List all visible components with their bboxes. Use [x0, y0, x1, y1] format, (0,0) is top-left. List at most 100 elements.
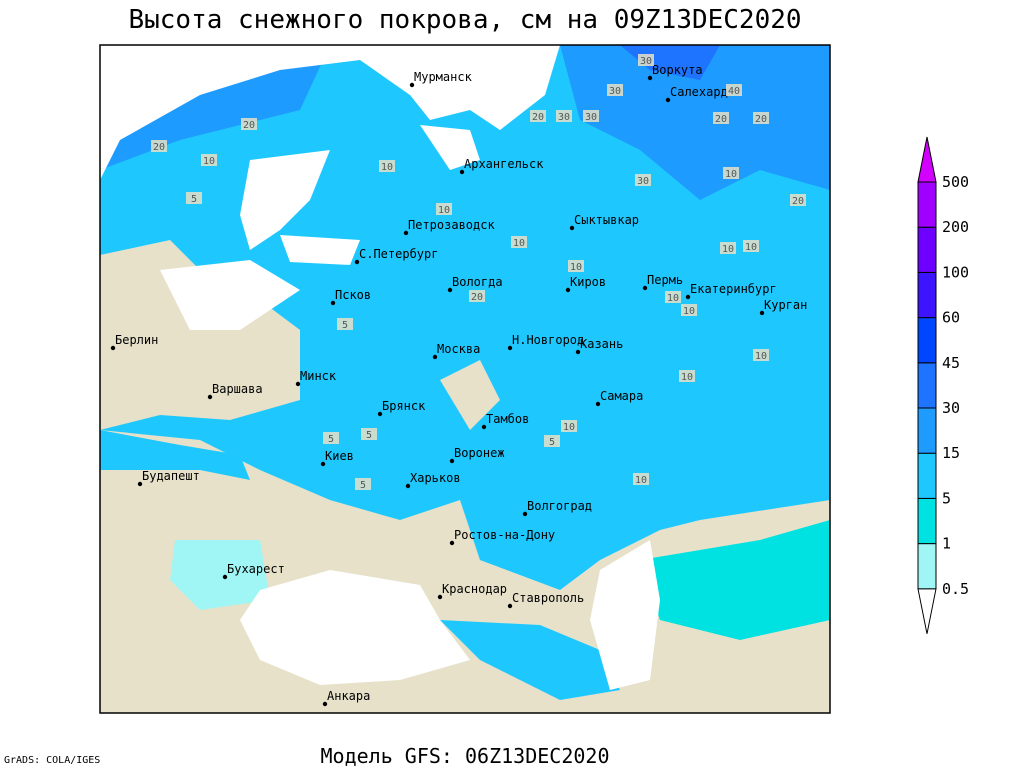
city-label: Харьков	[410, 471, 461, 485]
city-dot	[405, 483, 411, 489]
contour-label-box	[201, 154, 217, 166]
contour-label-box	[561, 420, 577, 432]
city-dot	[759, 310, 765, 316]
city-dot	[565, 287, 571, 293]
map-frame	[99, 44, 831, 714]
city-dot	[595, 401, 601, 407]
city-label: Будапешт	[142, 469, 200, 483]
contour-label: 10	[570, 262, 582, 273]
contour-label-layer: 30 30 40 20 20 30 30 20 20 20 10 30 10 10 20 10 5 10 20 10 1…	[151, 54, 806, 491]
city-label: Варшава	[212, 382, 263, 396]
contour-label-box	[436, 203, 452, 215]
legend-swatch	[917, 181, 937, 228]
legend-swatch	[917, 452, 937, 499]
contour-label: 20	[471, 292, 483, 303]
city-dot	[507, 345, 513, 351]
contour-label: 5	[342, 320, 348, 331]
contour-label-box	[556, 110, 572, 122]
city-dot	[354, 259, 360, 265]
contour-label-box	[511, 236, 527, 248]
contour-label-box	[583, 110, 599, 122]
legend-label: 60	[942, 309, 960, 327]
city-label: Воронеж	[454, 446, 505, 460]
contour-label-box	[743, 240, 759, 252]
contour-label-box	[665, 291, 681, 303]
city-dot	[685, 294, 691, 300]
contour-label: 40	[728, 86, 740, 97]
contour-label-box	[337, 318, 353, 330]
legend-swatch	[917, 136, 937, 183]
city-label: Н.Новгород	[512, 333, 584, 347]
city-dot	[320, 461, 326, 467]
contour-label: 10	[635, 475, 647, 486]
contour-label: 20	[243, 120, 255, 131]
contour-label-box	[355, 478, 371, 490]
contour-label: 10	[667, 293, 679, 304]
contour-label-box	[323, 432, 339, 444]
contour-label-box	[469, 290, 485, 302]
city-label: Сыктывкар	[574, 213, 639, 227]
legend-label: 0.5	[942, 580, 969, 598]
city-label: Бухарест	[227, 562, 285, 576]
contour-label-box	[753, 349, 769, 361]
city-label: Тамбов	[486, 412, 529, 426]
contour-label-box	[681, 304, 697, 316]
contour-label-box	[530, 110, 546, 122]
legend-swatch	[917, 588, 937, 634]
contour-label: 10	[438, 205, 450, 216]
model-footer: Модель GFS: 06Z13DEC2020	[321, 744, 610, 768]
contour-label: 5	[328, 434, 334, 445]
legend-swatch	[917, 543, 937, 590]
contour-label-box	[607, 84, 623, 96]
contour-label-box	[151, 140, 167, 152]
city-label: Москва	[437, 342, 480, 356]
legend-label: 15	[942, 444, 960, 462]
contour-label-box	[679, 370, 695, 382]
contour-label: 20	[715, 114, 727, 125]
contour-label: 30	[637, 176, 649, 187]
city-label: Мурманск	[414, 70, 473, 84]
legend-label: 1	[942, 535, 951, 553]
contour-label: 5	[360, 480, 366, 491]
contour-label: 10	[513, 238, 525, 249]
legend-label: 30	[942, 399, 960, 417]
contour-label: 10	[381, 162, 393, 173]
contour-label: 10	[755, 351, 767, 362]
contour-label-box	[635, 174, 651, 186]
contour-label: 30	[640, 56, 652, 67]
city-dot	[330, 300, 336, 306]
city-dot	[110, 345, 116, 351]
contour-label: 10	[681, 372, 693, 383]
city-dot	[432, 354, 438, 360]
city-label: Волгоград	[527, 499, 592, 513]
city-label: Вологда	[452, 275, 503, 289]
contour-label: 10	[563, 422, 575, 433]
contour-label: 10	[725, 169, 737, 180]
contour-label: 10	[683, 306, 695, 317]
city-label: Анкара	[327, 689, 370, 703]
city-dot	[207, 394, 213, 400]
legend-swatch	[917, 271, 937, 319]
city-dot	[459, 169, 465, 175]
contour-label: 5	[549, 437, 555, 448]
contour-label-box	[568, 260, 584, 272]
map-title: Высота снежного покрова, см на 09Z13DEC2…	[128, 5, 801, 35]
contour-label-box	[720, 242, 736, 254]
city-dot	[642, 285, 648, 291]
city-label: С.Петербург	[359, 247, 438, 261]
city-label: Екатеринбург	[690, 282, 777, 296]
city-label: Архангельск	[464, 157, 544, 171]
city-label: Киев	[325, 449, 354, 463]
city-dot	[575, 349, 581, 355]
contour-label: 10	[203, 156, 215, 167]
contour-label-box	[713, 112, 729, 124]
city-dot	[449, 458, 455, 464]
contour-label: 20	[755, 114, 767, 125]
city-dot	[569, 225, 575, 231]
contour-label: 10	[745, 242, 757, 253]
legend-swatch	[917, 226, 937, 273]
city-label: Псков	[335, 288, 371, 302]
contour-label-box	[723, 167, 739, 179]
contour-label: 30	[558, 112, 570, 123]
